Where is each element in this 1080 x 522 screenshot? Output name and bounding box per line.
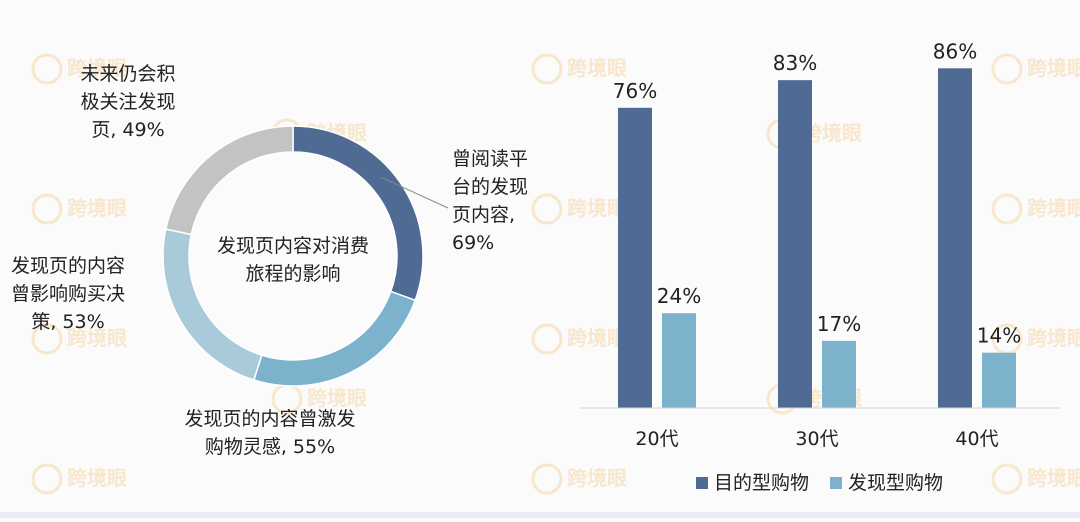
bar xyxy=(778,80,812,409)
watermark-logo-icon xyxy=(531,463,563,495)
bar-value-label: 86% xyxy=(933,39,977,63)
watermark-logo-icon xyxy=(531,323,563,355)
bar-value-label: 83% xyxy=(773,51,817,75)
donut-slice xyxy=(164,125,294,236)
donut-center-label: 发现页内容对消费旅程的影响 xyxy=(217,235,369,285)
watermark-text: 跨境眼 xyxy=(1027,196,1080,220)
watermark-logo-icon xyxy=(531,53,563,85)
slice-label-line: 曾影响购买决 xyxy=(11,283,125,305)
bar xyxy=(938,68,972,409)
watermark-text: 跨境眼 xyxy=(67,56,127,80)
category-label: 20代 xyxy=(635,428,678,450)
slice-label-line: 发现页的内容 xyxy=(11,255,125,277)
watermark-logo-icon xyxy=(531,193,563,225)
category-label: 40代 xyxy=(955,428,998,450)
donut-slice xyxy=(252,290,417,387)
bar-value-label: 14% xyxy=(977,324,1021,348)
slice-label-line: 69% xyxy=(452,232,494,254)
bar xyxy=(822,340,856,408)
slice-label-line: 策, 53% xyxy=(31,311,104,333)
bar-chart: 76% 24% 20代 83% 17% 30代 86% 14% 40代 xyxy=(580,39,1060,450)
watermark-text: 跨境眼 xyxy=(567,56,627,80)
watermark-text: 跨境眼 xyxy=(1027,56,1080,80)
watermark-logo-icon xyxy=(991,463,1023,495)
bar xyxy=(982,352,1016,408)
watermark-text: 跨境眼 xyxy=(567,196,627,220)
watermark-text: 跨境眼 xyxy=(567,466,627,490)
donut-center-label-line: 发现页内容对消费 xyxy=(217,235,369,257)
bar-value-label: 24% xyxy=(657,284,701,308)
legend: 目的型购物 发现型购物 xyxy=(696,472,943,494)
donut-center-label-line: 旅程的影响 xyxy=(245,263,340,285)
watermark-text: 跨境眼 xyxy=(1027,326,1080,350)
donut-chart xyxy=(162,125,424,387)
bar xyxy=(662,313,696,408)
watermark-logo-icon xyxy=(31,323,63,355)
watermark-logo-icon xyxy=(991,53,1023,85)
slice-label-line: 发现页的内容曾激发 xyxy=(184,408,355,430)
slice-label: 未来仍会积极关注发现页, 49% xyxy=(80,63,175,141)
watermark-text: 跨境眼 xyxy=(67,196,127,220)
slice-label-line: 台的发现 xyxy=(452,176,528,198)
legend-swatch xyxy=(830,477,842,489)
bar-value-label: 17% xyxy=(817,312,861,336)
slice-label-line: 曾阅读平 xyxy=(452,148,528,170)
slice-label: 曾阅读平台的发现页内容, 69% xyxy=(452,148,528,254)
slice-label-line: 购物灵感, 55% xyxy=(205,436,335,458)
legend-swatch xyxy=(696,477,708,489)
slice-label: 发现页的内容曾影响购买决策, 53% xyxy=(11,255,125,333)
watermark-text: 跨境眼 xyxy=(67,326,127,350)
slice-label-line: 极关注发现 xyxy=(80,91,175,113)
category-label: 30代 xyxy=(795,428,838,450)
bottom-strip xyxy=(0,512,1080,518)
slice-label-line: 页, 49% xyxy=(91,119,164,141)
watermark-text: 跨境眼 xyxy=(67,466,127,490)
watermark-logo-icon xyxy=(991,193,1023,225)
watermark-text: 跨境眼 xyxy=(1027,466,1080,490)
slice-label-line: 未来仍会积 xyxy=(80,63,175,85)
slice-label-line: 页内容, xyxy=(452,204,515,226)
legend-label: 发现型购物 xyxy=(848,472,943,494)
watermark-logo-icon xyxy=(31,463,63,495)
watermark-text: 跨境眼 xyxy=(567,326,627,350)
watermark-text: 跨境眼 xyxy=(307,386,367,410)
bar xyxy=(618,107,652,409)
legend-label: 目的型购物 xyxy=(714,472,809,494)
leader-line xyxy=(380,176,449,209)
watermark-logo-icon xyxy=(31,53,63,85)
bar-value-label: 76% xyxy=(613,79,657,103)
watermark-logo-icon xyxy=(31,193,63,225)
slice-label: 发现页的内容曾激发购物灵感, 55% xyxy=(184,408,355,458)
